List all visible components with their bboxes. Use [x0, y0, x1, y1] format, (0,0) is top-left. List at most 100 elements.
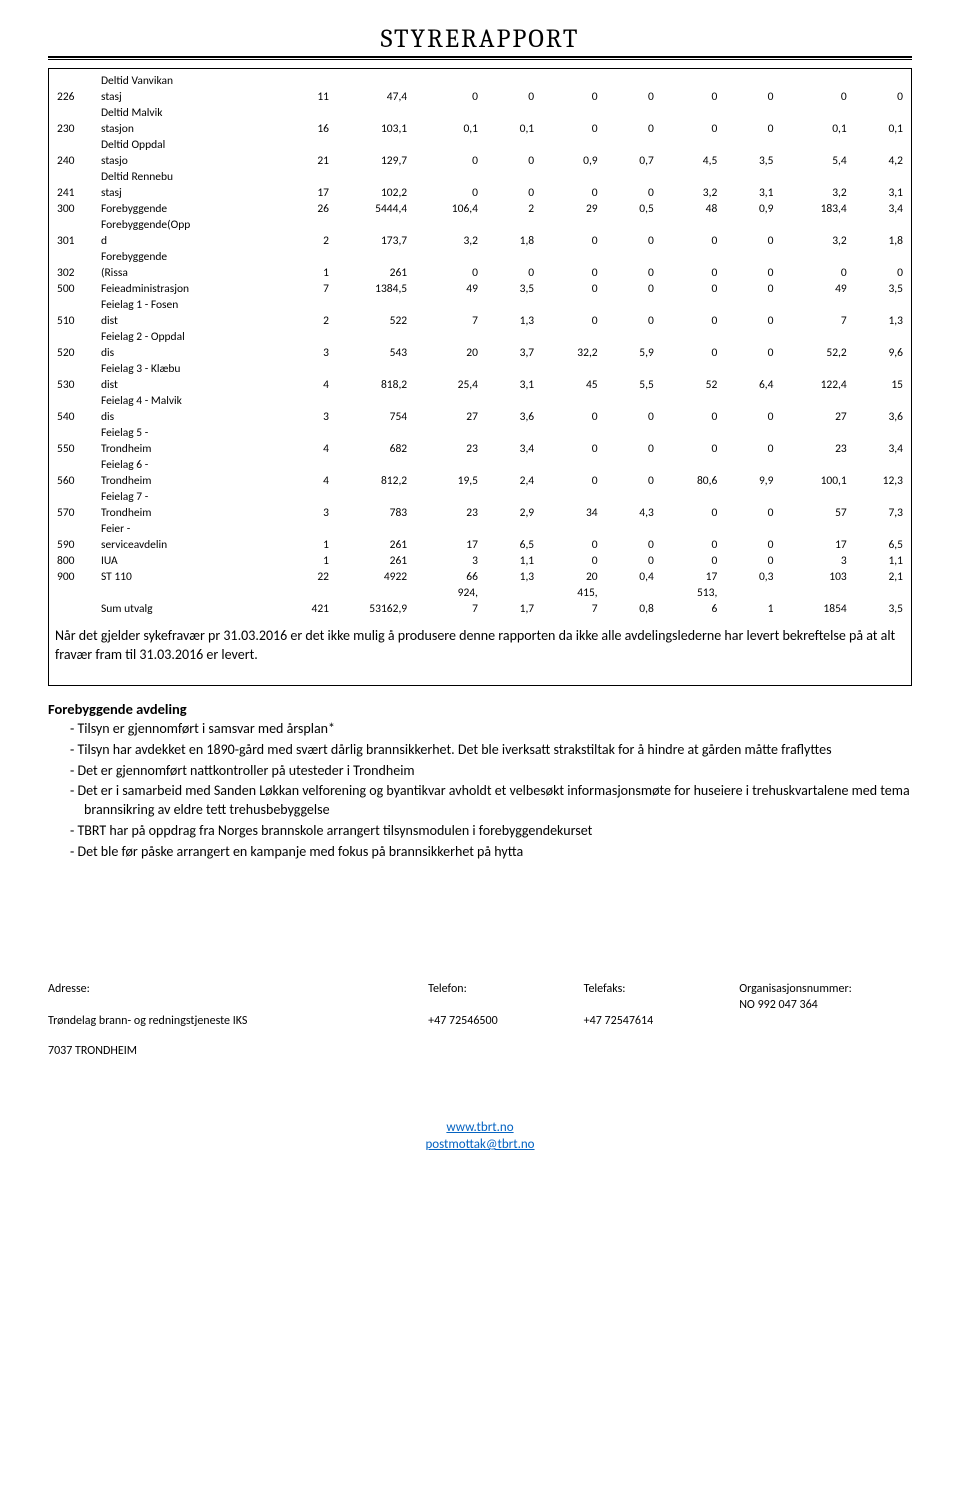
row-value: 23: [409, 441, 480, 457]
row-value: 0: [536, 185, 600, 201]
row-value: 3,4: [849, 201, 905, 217]
row-value: [775, 361, 848, 377]
row-value: [409, 137, 480, 153]
row-value: [600, 425, 656, 441]
row-value: 3,1: [849, 185, 905, 201]
row-value: [719, 361, 775, 377]
row-value: 0: [719, 441, 775, 457]
row-value: 1384,5: [331, 281, 409, 297]
row-value: [656, 137, 720, 153]
row-label: Feielag 1 - Fosen: [99, 297, 275, 313]
row-value: [600, 169, 656, 185]
addr-line2: 7037 TRONDHEIM: [48, 1044, 137, 1058]
row-value: 16: [275, 121, 331, 137]
row-value: 0: [536, 281, 600, 297]
row-value: 49: [775, 281, 848, 297]
row-code: 520: [55, 345, 99, 361]
row-value: [849, 297, 905, 313]
row-value: 0: [409, 89, 480, 105]
row-value: 57: [775, 505, 848, 521]
row-value: 5,4: [775, 153, 848, 169]
row-value: 0: [480, 89, 536, 105]
row-value: [775, 105, 848, 121]
row-value: [600, 489, 656, 505]
row-value: [719, 329, 775, 345]
row-value: 53162,9: [331, 601, 409, 617]
row-value: [775, 425, 848, 441]
row-value: [600, 361, 656, 377]
row-value: [719, 425, 775, 441]
row-value: [719, 457, 775, 473]
row-value: 0,3: [719, 569, 775, 585]
row-label: stasj: [99, 89, 275, 105]
row-value: [275, 457, 331, 473]
row-value: 0,9: [719, 201, 775, 217]
row-value: [536, 105, 600, 121]
row-value: 0,1: [480, 121, 536, 137]
row-value: 3,2: [775, 185, 848, 201]
row-value: 7: [409, 601, 480, 617]
row-code: 230: [55, 121, 99, 137]
row-value: 27: [409, 409, 480, 425]
row-value: 32,2: [536, 345, 600, 361]
row-value: 543: [331, 345, 409, 361]
row-value: [480, 137, 536, 153]
row-value: [775, 169, 848, 185]
list-item: Det er gjennomført nattkontroller på ute…: [70, 762, 912, 781]
tel-val: +47 72546500: [428, 1014, 498, 1028]
row-value: 103: [775, 569, 848, 585]
row-value: [480, 297, 536, 313]
row-value: 3,4: [480, 441, 536, 457]
row-value: [719, 217, 775, 233]
row-label: Feieadministrasjon: [99, 281, 275, 297]
row-value: 17: [409, 537, 480, 553]
row-value: [480, 329, 536, 345]
row-value: 2,1: [849, 569, 905, 585]
row-value: 0,8: [600, 601, 656, 617]
row-code: 900: [55, 569, 99, 585]
row-value: 682: [331, 441, 409, 457]
row-code: 590: [55, 537, 99, 553]
row-value: [536, 249, 600, 265]
paragraph-sykefravaer: Når det gjelder sykefravær pr 31.03.2016…: [55, 627, 905, 665]
row-value: 1,7: [480, 601, 536, 617]
row-value: [536, 217, 600, 233]
row-value: [331, 425, 409, 441]
row-value: 4: [275, 377, 331, 393]
row-code: 540: [55, 409, 99, 425]
row-value: 23: [409, 505, 480, 521]
row-value: [480, 105, 536, 121]
row-value: 6: [656, 601, 720, 617]
row-value: [331, 329, 409, 345]
row-label: Forebyggende(Opp: [99, 217, 275, 233]
row-value: 173,7: [331, 233, 409, 249]
row-value: [331, 457, 409, 473]
row-value: 2: [480, 201, 536, 217]
row-value: 0: [480, 185, 536, 201]
row-value: 2,4: [480, 473, 536, 489]
row-value: 1,3: [480, 569, 536, 585]
row-value: [275, 297, 331, 313]
row-value: 421: [275, 601, 331, 617]
footer-link-mail[interactable]: postmottak@tbrt.no: [425, 1137, 534, 1152]
row-value: 3: [775, 553, 848, 569]
footer-link-www[interactable]: www.tbrt.no: [446, 1120, 513, 1135]
row-value: [600, 457, 656, 473]
row-value: [409, 521, 480, 537]
row-value: 1: [275, 553, 331, 569]
row-value: [275, 329, 331, 345]
row-value: [480, 489, 536, 505]
row-value: 0: [536, 441, 600, 457]
row-value: 0: [719, 553, 775, 569]
row-value: [656, 169, 720, 185]
row-value: [409, 169, 480, 185]
row-value: 0: [600, 441, 656, 457]
addr-label: Adresse:: [48, 982, 90, 996]
row-value: 19,5: [409, 473, 480, 489]
row-value: 0: [536, 121, 600, 137]
row-code: [55, 585, 99, 601]
row-value: [409, 297, 480, 313]
row-value: 17: [656, 569, 720, 585]
row-value: [536, 137, 600, 153]
row-value: 5,9: [600, 345, 656, 361]
